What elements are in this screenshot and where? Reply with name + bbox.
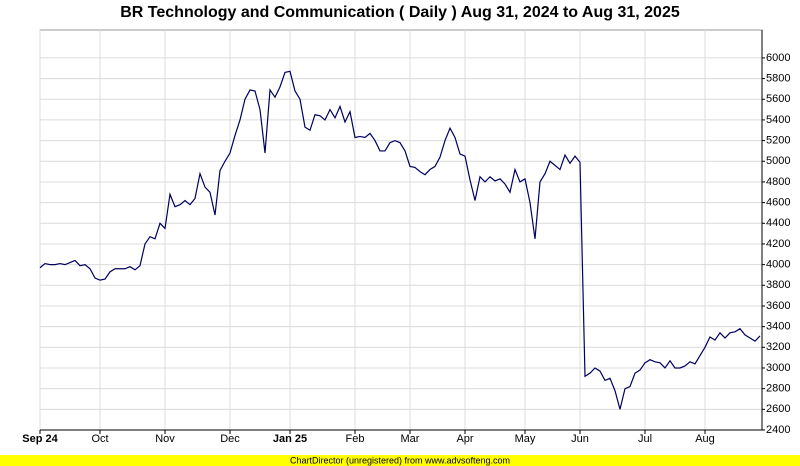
price-line [39, 70, 761, 410]
x-tick-label: Jun [571, 433, 589, 445]
footer: ChartDirector (unregistered) from www.ad… [290, 455, 510, 465]
x-tick-label: Oct [91, 433, 108, 445]
footer-bar [0, 455, 800, 466]
y-tick-label: 4800 [766, 176, 790, 188]
y-tick-label: 3000 [766, 362, 790, 374]
y-tick-label: 5000 [766, 155, 790, 167]
y-tick-label: 3800 [766, 279, 790, 291]
x-tick-label: Jan 25 [273, 433, 307, 445]
x-tick-label: Jul [638, 433, 652, 445]
plot-area [39, 29, 763, 431]
y-tick-label: 4200 [766, 238, 790, 250]
y-tick-label: 4400 [766, 217, 790, 229]
y-tick-label: 5800 [766, 72, 790, 84]
y-tick-label: 2400 [766, 424, 790, 436]
y-tick-label: 6000 [766, 52, 790, 64]
y-tick-label: 3400 [766, 321, 790, 333]
x-tick-label: Sep 24 [22, 433, 58, 445]
x-tick-label: Feb [346, 433, 365, 445]
x-tick-label: Aug [695, 433, 715, 445]
x-tick-label: Apr [456, 433, 473, 445]
y-tick-label: 4600 [766, 197, 790, 209]
y-tick-label: 3200 [766, 341, 790, 353]
y-tick-label: 5600 [766, 93, 790, 105]
y-tick-label: 2600 [766, 403, 790, 415]
x-tick-label: Mar [401, 433, 420, 445]
y-tick-label: 5400 [766, 114, 790, 126]
y-tick-label: 3600 [766, 300, 790, 312]
x-tick-label: Dec [220, 433, 240, 445]
y-tick-label: 2800 [766, 383, 790, 395]
y-tick-label: 5200 [766, 135, 790, 147]
x-tick-label: Nov [155, 433, 175, 445]
x-tick-label: May [515, 433, 536, 445]
chart-title: BR Technology and Communication ( Daily … [120, 4, 680, 21]
y-tick-label: 4000 [766, 259, 790, 271]
